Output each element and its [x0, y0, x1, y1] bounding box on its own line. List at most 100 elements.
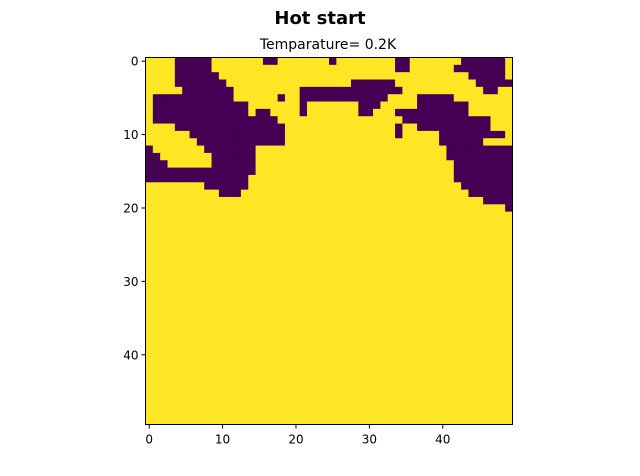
heatmap-cell	[255, 336, 264, 345]
heatmap-cell	[336, 263, 345, 271]
heatmap-cell	[475, 285, 484, 293]
heatmap-cell	[145, 108, 154, 117]
heatmap-cell	[380, 108, 389, 117]
heatmap-cell	[483, 248, 491, 257]
heatmap-cell	[174, 409, 183, 418]
heatmap-cell	[490, 255, 499, 264]
heatmap-cell	[218, 182, 227, 190]
heatmap-cell	[490, 402, 499, 411]
heatmap-cell	[284, 395, 293, 403]
heatmap-cell	[292, 211, 300, 220]
heatmap-cell	[277, 196, 286, 205]
heatmap-cell	[329, 387, 337, 396]
heatmap-cell	[402, 395, 411, 403]
heatmap-cell	[475, 108, 484, 117]
heatmap-cell	[453, 351, 462, 359]
heatmap-cell	[490, 365, 499, 374]
heatmap-cell	[152, 160, 161, 168]
heatmap-cell	[284, 72, 293, 80]
heatmap-cell	[182, 365, 190, 374]
heatmap-cell	[343, 101, 352, 110]
heatmap-cell	[365, 409, 374, 418]
heatmap-cell	[248, 336, 256, 345]
heatmap-cell	[211, 380, 220, 389]
heatmap-cell	[152, 226, 161, 235]
heatmap-cell	[329, 395, 337, 403]
heatmap-cell	[373, 351, 381, 359]
heatmap-cell	[321, 57, 330, 66]
heatmap-cell	[277, 108, 286, 117]
heatmap-cell	[431, 329, 440, 337]
heatmap-cell	[174, 160, 183, 168]
heatmap-cell	[387, 343, 396, 352]
heatmap-cell	[439, 255, 447, 264]
heatmap-cell	[160, 145, 168, 154]
heatmap-cell	[167, 123, 176, 132]
heatmap-cell	[409, 292, 418, 301]
heatmap-cell	[211, 167, 220, 176]
heatmap-cell	[483, 174, 491, 183]
heatmap-cell	[226, 285, 234, 293]
heatmap-cell	[174, 373, 183, 381]
heatmap-cell	[497, 277, 506, 286]
heatmap-cell	[255, 182, 264, 190]
heatmap-cell	[226, 358, 234, 367]
heatmap-cell	[196, 57, 205, 66]
heatmap-cell	[284, 248, 293, 257]
heatmap-cell	[248, 116, 256, 124]
heatmap-cell	[402, 292, 411, 301]
heatmap-cell	[468, 241, 477, 249]
heatmap-cell	[505, 189, 513, 198]
heatmap-cell	[204, 189, 212, 198]
heatmap-cell	[145, 270, 154, 279]
heatmap-cell	[160, 343, 168, 352]
heatmap-cell	[497, 160, 506, 168]
heatmap-cell	[277, 307, 286, 315]
heatmap-cell	[336, 387, 345, 396]
heatmap-cell	[424, 409, 433, 418]
heatmap-cell	[329, 314, 337, 323]
heatmap-cell	[336, 189, 345, 198]
heatmap-cell	[431, 270, 440, 279]
heatmap-cell	[321, 123, 330, 132]
heatmap-cell	[167, 226, 176, 235]
heatmap-cell	[196, 285, 205, 293]
heatmap-cell	[329, 64, 337, 73]
heatmap-cell	[152, 64, 161, 73]
heatmap-cell	[402, 270, 411, 279]
heatmap-cell	[417, 86, 425, 95]
heatmap-cell	[380, 196, 389, 205]
heatmap-cell	[284, 182, 293, 190]
heatmap-cell	[277, 101, 286, 110]
heatmap-cell	[468, 417, 477, 425]
heatmap-cell	[255, 123, 264, 132]
heatmap-cell	[483, 263, 491, 271]
heatmap-cell	[270, 196, 278, 205]
heatmap-cell	[255, 321, 264, 330]
heatmap-cell	[351, 351, 359, 359]
heatmap-cell	[365, 79, 374, 88]
heatmap-cell	[240, 101, 249, 110]
heatmap-cell	[490, 380, 499, 389]
heatmap-cell	[387, 263, 396, 271]
heatmap-cell	[343, 233, 352, 242]
heatmap-cell	[431, 57, 440, 66]
heatmap-cell	[497, 79, 506, 88]
heatmap-cell	[306, 292, 315, 301]
heatmap-cell	[306, 196, 315, 205]
heatmap-cell	[284, 299, 293, 308]
heatmap-cell	[167, 160, 176, 168]
heatmap-cell	[365, 130, 374, 139]
heatmap-cell	[446, 72, 455, 80]
heatmap-cell	[211, 57, 220, 66]
heatmap-cell	[402, 380, 411, 389]
heatmap-cell	[431, 211, 440, 220]
heatmap-cell	[365, 108, 374, 117]
heatmap-cell	[270, 116, 278, 124]
heatmap-cell	[431, 138, 440, 146]
heatmap-cell	[505, 387, 513, 396]
heatmap-cell	[380, 409, 389, 418]
heatmap-cell	[409, 57, 418, 66]
heatmap-cell	[299, 329, 308, 337]
heatmap-cell	[292, 72, 300, 80]
